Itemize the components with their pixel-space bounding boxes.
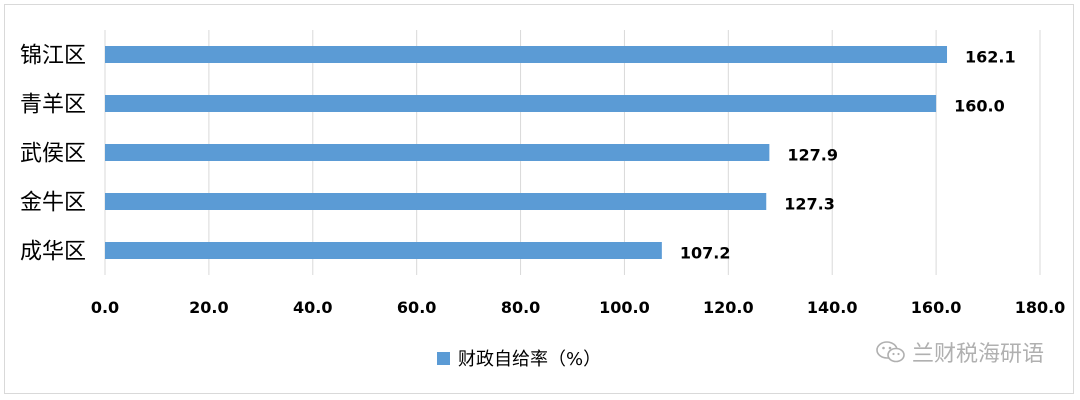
bar [105, 144, 770, 161]
x-tick-label: 120.0 [703, 298, 754, 317]
category-label: 武侯区 [20, 142, 86, 167]
bar [105, 242, 662, 259]
x-tick-label: 160.0 [911, 298, 962, 317]
legend-label: 财政自给率（%） [458, 349, 601, 370]
data-label: 162.1 [965, 48, 1016, 67]
wechat-icon [876, 341, 905, 363]
x-tick-label: 140.0 [807, 298, 858, 317]
data-label: 107.2 [680, 244, 731, 263]
x-tick-label: 0.0 [91, 298, 119, 317]
legend-swatch [437, 352, 450, 365]
x-tick-label: 20.0 [189, 298, 228, 317]
data-label: 127.9 [787, 146, 838, 165]
data-label: 160.0 [954, 97, 1005, 116]
watermark: 兰财税海研语 [876, 336, 1044, 368]
x-tick-label: 100.0 [599, 298, 650, 317]
x-tick-label: 60.0 [397, 298, 436, 317]
x-tick-label: 180.0 [1015, 298, 1066, 317]
category-label: 金牛区 [20, 191, 86, 216]
bar [105, 193, 767, 210]
category-label: 锦江区 [20, 44, 86, 69]
category-label: 青羊区 [20, 93, 86, 118]
watermark-text: 兰财税海研语 [911, 342, 1044, 367]
bar [105, 95, 937, 112]
category-label: 成华区 [20, 240, 86, 265]
x-tick-label: 80.0 [501, 298, 540, 317]
data-label: 127.3 [784, 195, 835, 214]
x-tick-label: 40.0 [293, 298, 332, 317]
bar [105, 46, 948, 63]
